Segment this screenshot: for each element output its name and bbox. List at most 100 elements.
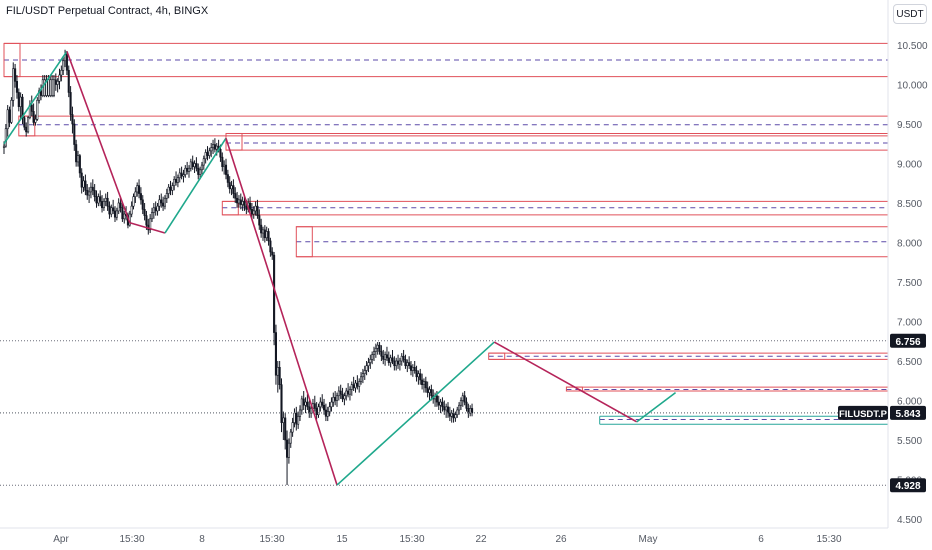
candle-body (243, 201, 246, 207)
candle (171, 182, 174, 196)
symbol-text: FILUSDT.P (839, 409, 888, 420)
candle-body (141, 199, 144, 210)
candle (176, 174, 179, 188)
candle-body (101, 201, 104, 209)
candle (226, 169, 229, 188)
candle-body (430, 389, 433, 397)
candle-body (437, 401, 440, 406)
candle-body (421, 379, 424, 385)
candle (34, 114, 37, 126)
candle-body (428, 389, 431, 393)
candle-body (446, 406, 450, 414)
candle-body (250, 209, 253, 215)
candle (75, 139, 78, 167)
candle-body (269, 240, 272, 253)
candle (143, 203, 146, 221)
unit-button[interactable]: USDT (893, 4, 927, 24)
candle (439, 398, 442, 414)
price-label-text: 6.756 (895, 337, 920, 348)
candle-body (315, 408, 318, 416)
candle-body (456, 409, 459, 416)
candle-body (261, 229, 265, 234)
candle (241, 196, 244, 211)
candle-body (332, 397, 335, 403)
candle (398, 357, 401, 371)
candle (332, 392, 335, 407)
candle-body (84, 180, 87, 191)
candle (378, 342, 381, 355)
candle (210, 142, 213, 158)
candle-body (60, 69, 63, 76)
candle-body (408, 362, 411, 367)
candle (104, 193, 107, 207)
candle-body (335, 395, 339, 401)
candle (43, 75, 46, 98)
candle-body (34, 118, 37, 123)
candle-body (184, 167, 187, 175)
candle (93, 184, 96, 202)
candle (322, 398, 326, 415)
candle (86, 184, 89, 200)
candle (446, 402, 450, 418)
candle (208, 147, 211, 159)
candle-body (339, 390, 342, 395)
candle (156, 203, 159, 216)
candle-body (73, 123, 76, 145)
zigzag-lines (3, 50, 677, 486)
candle (396, 354, 400, 369)
candle-body (156, 205, 159, 212)
candle-body (176, 177, 179, 183)
candle (393, 356, 396, 371)
candle-body (132, 196, 135, 207)
candle-body (26, 117, 30, 133)
candle (376, 342, 379, 355)
candle (39, 84, 43, 101)
candle-body (254, 205, 257, 212)
candle (359, 372, 363, 385)
candle-body (197, 167, 200, 175)
candle (14, 63, 17, 88)
candle (254, 201, 257, 216)
x-tick-label: 15 (336, 534, 348, 545)
candle (441, 397, 444, 412)
candle-body (367, 362, 370, 367)
candle (193, 160, 196, 173)
candles (2, 49, 474, 486)
candle-body (348, 389, 352, 395)
candle-body (187, 167, 191, 172)
candle (49, 75, 52, 98)
candle (163, 195, 166, 210)
candle (321, 394, 324, 409)
candle (123, 210, 126, 224)
candle (84, 174, 87, 196)
candle-body (289, 431, 292, 444)
candle (186, 161, 189, 175)
candle (134, 187, 137, 203)
candle-body (189, 161, 192, 169)
zone-origin-box (221, 200, 239, 216)
candle (195, 157, 198, 172)
candle (30, 95, 33, 117)
candle-body (149, 218, 152, 231)
candle (448, 406, 451, 422)
candle-body (193, 163, 196, 167)
candle-body (186, 167, 189, 172)
candle-body (93, 190, 96, 197)
candle (232, 179, 235, 199)
candle-body (402, 355, 405, 360)
candle (289, 428, 292, 448)
candle (285, 430, 289, 486)
candle (54, 73, 57, 91)
candle (189, 158, 192, 172)
candle-body (398, 360, 401, 365)
candle (187, 165, 191, 178)
candle-body (78, 155, 81, 174)
candle (465, 397, 468, 412)
candle (204, 149, 207, 164)
candle-body (291, 422, 294, 433)
candle (345, 387, 348, 401)
candle (56, 78, 59, 93)
candle (160, 193, 163, 208)
candle (276, 361, 279, 393)
